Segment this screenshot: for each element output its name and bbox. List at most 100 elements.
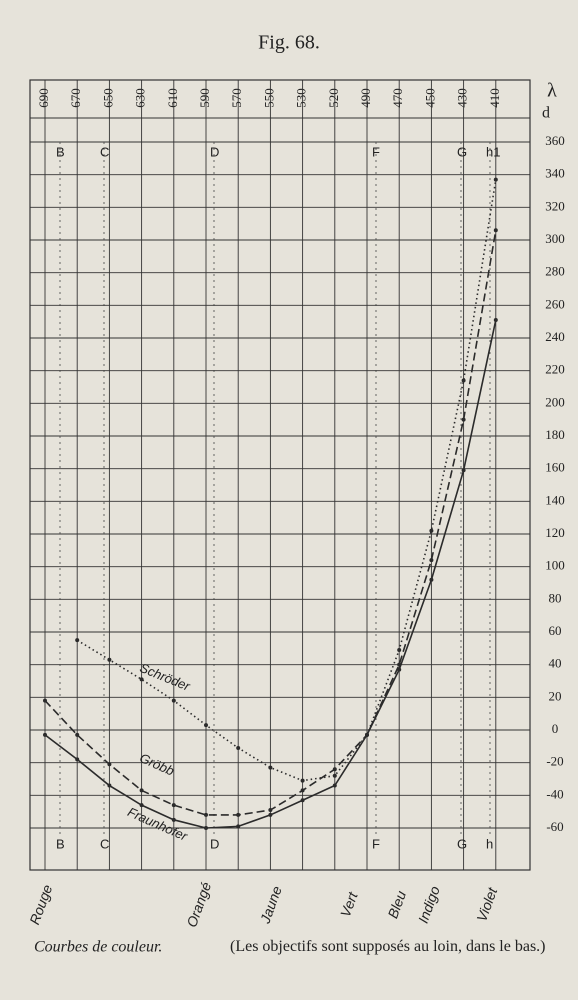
y-tick-label: 60 [549, 623, 562, 638]
spectral-label-bottom: C [100, 836, 109, 851]
spectral-label-top: G [457, 144, 467, 159]
point [107, 783, 112, 788]
spectral-label-top: F [372, 144, 380, 159]
point [204, 812, 208, 817]
point [75, 638, 80, 643]
point [461, 417, 466, 422]
y-tick-label: 120 [545, 525, 565, 540]
point [268, 808, 273, 813]
x-tick-label: 450 [422, 88, 437, 108]
point [268, 812, 273, 817]
y-tick-label: 260 [545, 296, 565, 311]
point [171, 817, 176, 822]
y-tick-label: 340 [545, 166, 565, 181]
x-tick-label: 430 [455, 88, 470, 108]
curve [76, 179, 497, 782]
caption-italic: Courbes de couleur. [34, 939, 162, 956]
point [139, 788, 144, 793]
x-tick-label: 520 [326, 88, 341, 108]
y-tick-label: 160 [545, 460, 565, 475]
point [300, 778, 305, 783]
x-tick-label: 470 [390, 88, 405, 108]
spectral-label-bottom: F [372, 836, 380, 851]
point [493, 177, 498, 182]
y-tick-label: 220 [545, 362, 565, 377]
point [236, 812, 241, 817]
point [236, 745, 241, 750]
point [332, 767, 337, 772]
spectral-label-bottom: D [210, 836, 219, 851]
point [43, 698, 47, 703]
spectral-label-top: h1 [486, 144, 500, 159]
y-tick-label: 80 [549, 590, 562, 605]
spectral-label-bottom: B [56, 836, 65, 851]
point [171, 803, 176, 808]
caption-box: (Les objectifs sont supposés au loin, da… [230, 938, 546, 955]
x-tick-label: 630 [133, 88, 148, 108]
plot-frame [29, 79, 531, 871]
y-tick-label: 40 [549, 656, 562, 671]
point [107, 762, 112, 767]
point [171, 698, 176, 703]
point [397, 667, 402, 672]
y-tick-label: 320 [545, 198, 565, 213]
point [397, 647, 402, 652]
point [300, 788, 305, 793]
point [268, 765, 273, 770]
y-tick-label: 180 [545, 427, 565, 442]
y-tick-label: 200 [545, 394, 565, 409]
y-tick-label: 300 [545, 231, 565, 246]
y-tick-label: 100 [545, 558, 565, 573]
point [493, 318, 498, 323]
x-tick-label: 550 [261, 88, 276, 108]
point [75, 732, 80, 737]
x-tick-label: 690 [36, 88, 51, 108]
spectral-label-bottom: h [486, 836, 493, 851]
point [332, 773, 337, 778]
point [332, 783, 337, 788]
y-tick-label: 140 [545, 492, 565, 507]
spectral-label-bottom: G [457, 836, 467, 851]
x-tick-label: 610 [165, 88, 180, 108]
y-tick-label: -20 [546, 754, 563, 769]
x-tick-label: 570 [229, 88, 244, 108]
y-tick-label: 280 [545, 264, 565, 279]
y-tick-label: -60 [546, 819, 563, 834]
y-tick-label: 360 [545, 133, 565, 148]
point [204, 826, 208, 830]
x-tick-label: 410 [487, 88, 502, 108]
point [139, 803, 144, 808]
point [107, 657, 112, 662]
x-tick-label: 650 [100, 88, 115, 108]
chart-title: Fig. 68. [258, 32, 320, 54]
point [204, 723, 208, 728]
point [75, 757, 80, 762]
point [429, 528, 434, 533]
x-axis-label: λ [547, 80, 557, 102]
point [365, 732, 369, 737]
spectral-label-top: D [210, 144, 219, 159]
point [43, 732, 47, 737]
point [493, 228, 498, 233]
x-tick-label: 490 [358, 88, 373, 108]
caption: (Les objectifs sont supposés au loin, da… [230, 938, 546, 955]
y-tick-label: 240 [545, 329, 565, 344]
y-tick-label: 20 [549, 688, 562, 703]
x-tick-label: 530 [294, 88, 309, 108]
point [300, 798, 305, 803]
point [429, 558, 434, 563]
y-axis-label: d [542, 105, 550, 122]
point [461, 468, 466, 473]
point [139, 677, 144, 682]
spectral-label-top: B [56, 144, 65, 159]
spectral-label-top: C [100, 144, 109, 159]
x-tick-label: 670 [68, 88, 83, 108]
x-tick-label: 590 [197, 88, 212, 108]
y-tick-label: -40 [546, 786, 563, 801]
point [429, 577, 434, 582]
point [236, 824, 241, 829]
point [461, 378, 466, 383]
y-tick-label: 0 [552, 721, 559, 736]
